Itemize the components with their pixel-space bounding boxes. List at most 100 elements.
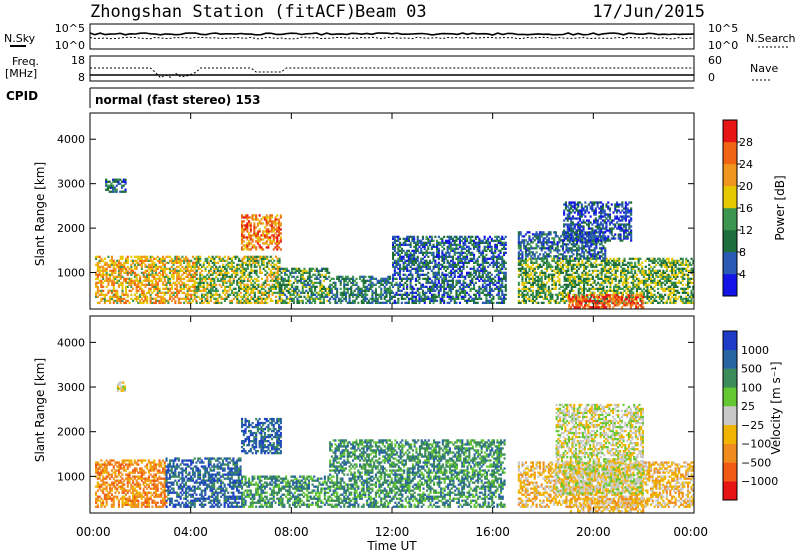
- heatmap-cell: [102, 269, 105, 272]
- heatmap-cell: [133, 293, 136, 296]
- heatmap-cell: [478, 289, 481, 292]
- heatmap-cell: [112, 190, 115, 193]
- heatmap-cell: [503, 271, 506, 274]
- heatmap-cell: [437, 279, 440, 282]
- heatmap-cell: [222, 289, 225, 292]
- heatmap-cell: [162, 261, 165, 264]
- heatmap-cell: [439, 301, 442, 304]
- heatmap-cell: [630, 261, 633, 264]
- heatmap-cell: [264, 279, 267, 282]
- nave-trace: [90, 67, 694, 79]
- heatmap-cell: [427, 281, 430, 284]
- heatmap-cell: [583, 265, 586, 268]
- heatmap-cell: [137, 283, 140, 286]
- heatmap-cell: [494, 235, 497, 238]
- heatmap-cell: [481, 291, 484, 294]
- heatmap-cell: [547, 287, 550, 290]
- heatmap-cell: [278, 267, 281, 270]
- heatmap-cell: [487, 271, 490, 274]
- heatmap-cell: [121, 285, 124, 288]
- heatmap-cell: [245, 255, 248, 258]
- heatmap-cell: [253, 299, 256, 302]
- heatmap-cell: [220, 273, 223, 276]
- heatmap-cell: [348, 287, 351, 290]
- heatmap-cell: [681, 275, 684, 278]
- heatmap-cell: [181, 277, 184, 280]
- heatmap-cell: [642, 287, 645, 290]
- heatmap-cell: [103, 263, 106, 266]
- heatmap-cell: [451, 283, 454, 286]
- heatmap-cell: [429, 299, 432, 302]
- heatmap-cell: [450, 299, 453, 302]
- heatmap-cell: [105, 273, 108, 276]
- heatmap-cell: [558, 293, 561, 296]
- heatmap-cell: [464, 275, 467, 278]
- heatmap-cell: [176, 291, 179, 294]
- heatmap-cell: [269, 263, 272, 266]
- heatmap-cell: [441, 253, 444, 256]
- heatmap-cell: [252, 255, 255, 258]
- heatmap-cell: [98, 281, 101, 284]
- heatmap-cell: [572, 271, 575, 274]
- heatmap-cell: [364, 291, 367, 294]
- heatmap-cell: [437, 295, 440, 298]
- heatmap-cell: [278, 287, 281, 290]
- heatmap-cell: [576, 269, 579, 272]
- heatmap-cell: [266, 261, 269, 264]
- heatmap-cell: [574, 259, 577, 262]
- heatmap-cell: [367, 283, 370, 286]
- heatmap-cell: [495, 287, 498, 290]
- heatmap-cell: [579, 291, 582, 294]
- heatmap-cell: [260, 246, 263, 249]
- heatmap-cell: [279, 238, 282, 241]
- heatmap-cell: [315, 281, 318, 284]
- heatmap-cell: [421, 293, 424, 296]
- heatmap-cell: [530, 271, 533, 274]
- heatmap-cell: [646, 279, 649, 282]
- heatmap-cell: [259, 285, 262, 288]
- heatmap-cell: [191, 255, 194, 258]
- heatmap-cell: [600, 261, 603, 264]
- heatmap-cell: [430, 289, 433, 292]
- heatmap-cell: [371, 291, 374, 294]
- heatmap-cell: [423, 285, 426, 288]
- heatmap-cell: [289, 273, 292, 276]
- heatmap-cell: [521, 287, 524, 290]
- heatmap-cell: [458, 267, 461, 270]
- heatmap-cell: [637, 279, 640, 282]
- heatmap-cell: [544, 287, 547, 290]
- heatmap-cell: [292, 299, 295, 302]
- heatmap-cell: [191, 275, 194, 278]
- heatmap-cell: [374, 287, 377, 290]
- heatmap-cell: [576, 283, 579, 286]
- heatmap-cell: [413, 251, 416, 254]
- heatmap-cell: [584, 271, 587, 274]
- heatmap-cell: [195, 263, 198, 266]
- heatmap-cell: [172, 281, 175, 284]
- heatmap-cell: [672, 301, 675, 304]
- heatmap-cell: [429, 301, 432, 304]
- heatmap-cell: [411, 301, 414, 304]
- heatmap-cell: [255, 218, 258, 221]
- heatmap-cell: [125, 289, 128, 292]
- heatmap-cell: [418, 291, 421, 294]
- heatmap-cell: [462, 285, 465, 288]
- heatmap-cell: [255, 232, 258, 235]
- heatmap-cell: [380, 295, 383, 298]
- heatmap-cell: [588, 283, 591, 286]
- heatmap-cell: [142, 273, 145, 276]
- heatmap-cell: [577, 275, 580, 278]
- heatmap-cell: [473, 297, 476, 300]
- heatmap-cell: [328, 271, 331, 274]
- heatmap-cell: [133, 279, 136, 282]
- heatmap-cell: [551, 283, 554, 286]
- heatmap-cell: [665, 299, 668, 302]
- heatmap-cell: [625, 281, 628, 284]
- heatmap-cell: [556, 271, 559, 274]
- heatmap-cell: [531, 283, 534, 286]
- heatmap-cell: [625, 287, 628, 290]
- heatmap-cell: [271, 267, 274, 270]
- heatmap-cell: [570, 287, 573, 290]
- heatmap-cell: [549, 267, 552, 270]
